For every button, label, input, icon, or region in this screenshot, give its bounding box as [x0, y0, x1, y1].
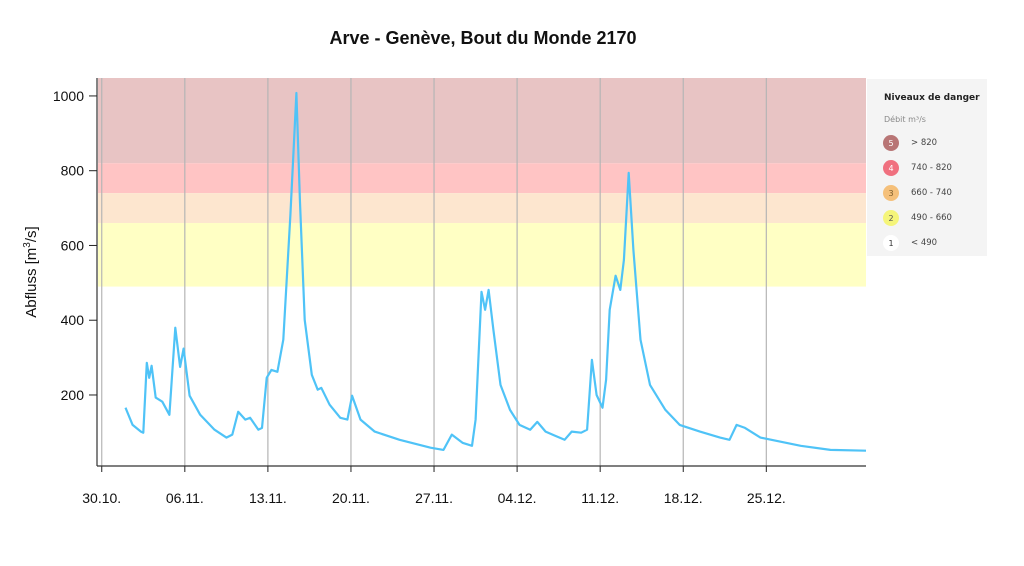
x-tick-label: 25.12.: [747, 490, 786, 506]
chart-title: Arve - Genève, Bout du Monde 2170: [329, 28, 637, 48]
discharge-line: [124, 91, 867, 452]
x-tick-label: 11.12.: [581, 490, 619, 506]
legend-title: Niveaux de danger: [884, 93, 980, 103]
legend-item-label: < 490: [911, 238, 938, 248]
legend-item-label: 490 - 660: [911, 213, 952, 223]
legend-item-level-1: 1 < 490: [883, 235, 937, 251]
danger-band-2: [98, 223, 866, 287]
y-tick-label: 600: [61, 237, 85, 253]
x-tick-label: 06.11.: [166, 490, 204, 506]
x-tick-label: 13.11.: [249, 490, 287, 506]
y-axis-label: Abfluss [m3/s]: [22, 226, 40, 317]
legend-subtitle: Débit m³/s: [884, 115, 926, 124]
danger-band-4: [98, 163, 866, 194]
y-tick-label: 1000: [53, 88, 84, 104]
level-badge-icon: 1: [883, 235, 899, 251]
legend-item-level-5: 5 > 820: [883, 135, 937, 151]
x-tick-label: 04.12.: [498, 490, 537, 506]
level-badge-icon: 2: [883, 210, 899, 226]
x-tick-label: 27.11.: [415, 490, 453, 506]
danger-band-5: [98, 78, 866, 164]
x-tick-label: 18.12.: [664, 490, 703, 506]
y-tick-label: 200: [61, 387, 85, 403]
legend-item-level-3: 3 660 - 740: [883, 185, 952, 201]
legend-item-label: > 820: [911, 138, 938, 148]
legend-item-level-2: 2 490 - 660: [883, 210, 952, 226]
level-badge-icon: 5: [883, 135, 899, 151]
danger-legend: Niveaux de danger Débit m³/s 5 > 820 4 740 …: [867, 79, 987, 256]
y-tick-label: 400: [61, 312, 85, 328]
legend-item-label: 740 - 820: [911, 163, 952, 173]
legend-item-label: 660 - 740: [911, 188, 952, 198]
y-tick-label: 800: [61, 163, 85, 179]
x-tick-label: 20.11.: [332, 490, 370, 506]
legend-item-level-4: 4 740 - 820: [883, 160, 952, 176]
level-badge-icon: 3: [883, 185, 899, 201]
x-tick-label: 30.10.: [82, 490, 121, 506]
danger-band-3: [98, 193, 866, 224]
level-badge-icon: 4: [883, 160, 899, 176]
